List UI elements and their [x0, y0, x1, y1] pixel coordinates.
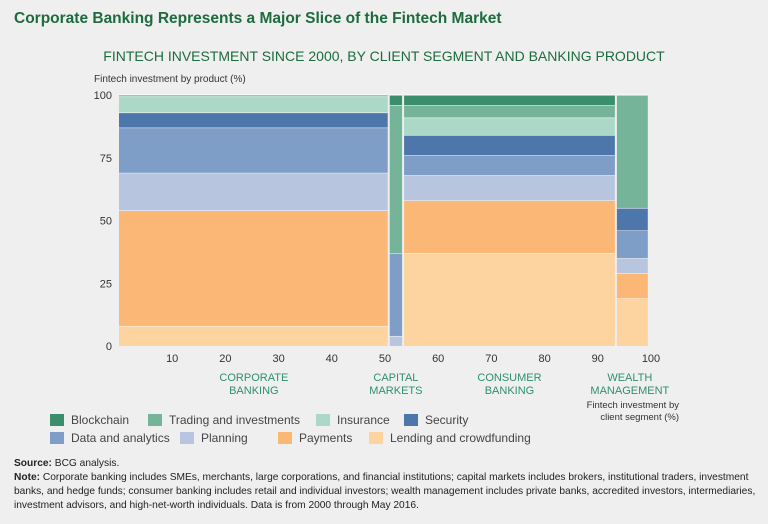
category-label: BANKING — [485, 385, 535, 397]
x-tick-label: 70 — [485, 353, 497, 365]
source-text: BCG analysis. — [51, 458, 120, 469]
x-tick-label: 50 — [379, 353, 391, 365]
segment-payments — [404, 200, 615, 254]
legend-label: Payments — [299, 431, 352, 445]
category-label: CORPORATE — [219, 372, 288, 384]
y-axis-label: Fintech investment by product (%) — [94, 74, 246, 85]
legend-swatch — [180, 432, 194, 444]
y-tick-label: 25 — [100, 278, 112, 290]
segment-lending-and-crowdfunding — [616, 298, 648, 346]
legend-label: Lending and crowdfunding — [390, 431, 531, 445]
category-label: BANKING — [229, 385, 279, 397]
chart-title: FINTECH INVESTMENT SINCE 2000, BY CLIENT… — [103, 48, 665, 64]
segment-trading-and-investments — [119, 96, 388, 98]
y-tick-label: 0 — [106, 341, 112, 353]
page-header: Corporate Banking Represents a Major Sli… — [14, 10, 502, 27]
source-line: Source: BCG analysis. — [14, 457, 756, 471]
segment-payments — [119, 210, 388, 326]
category-label: MANAGEMENT — [590, 385, 669, 397]
legend-swatch — [278, 432, 292, 444]
legend-swatch — [148, 414, 162, 426]
note-label: Note: — [14, 472, 41, 483]
segment-insurance — [404, 117, 615, 136]
x-tick-label: 40 — [326, 353, 338, 365]
segment-trading-and-investments — [616, 95, 648, 208]
x-tick-label: 90 — [592, 353, 604, 365]
x-tick-label: 60 — [432, 353, 444, 365]
source-label: Source: — [14, 458, 52, 469]
x-axis-label-line1: Fintech investment by — [587, 400, 680, 411]
segment-planning — [119, 172, 388, 211]
category-label: CAPITAL — [373, 372, 418, 384]
category-label: CONSUMER — [477, 372, 541, 384]
legend-swatch — [369, 432, 383, 444]
note-line: Note: Corporate banking includes SMEs, m… — [14, 471, 756, 513]
x-tick-label: 20 — [219, 353, 231, 365]
x-axis-label-line2: client segment (%) — [600, 412, 679, 423]
legend-swatch — [50, 414, 64, 426]
legend-label: Data and analytics — [71, 431, 170, 445]
category-label: WEALTH — [607, 372, 652, 384]
note-text: Corporate banking includes SMEs, merchan… — [14, 472, 756, 511]
legend-swatch — [316, 414, 330, 426]
legend-label: Insurance — [337, 413, 390, 427]
x-tick-label: 100 — [642, 353, 660, 365]
segment-security — [119, 112, 388, 128]
segment-data-and-analytics — [389, 253, 403, 336]
legend-swatch — [50, 432, 64, 444]
mekko-chart: FINTECH INVESTMENT SINCE 2000, BY CLIENT… — [50, 48, 680, 445]
footer-notes: Source: BCG analysis. Note: Corporate ba… — [14, 457, 756, 513]
segment-trading-and-investments — [389, 105, 403, 254]
segment-trading-and-investments — [404, 105, 615, 118]
segment-planning — [616, 258, 648, 274]
segment-planning — [404, 175, 615, 201]
y-tick-label: 100 — [94, 90, 112, 102]
segment-lending-and-crowdfunding — [119, 325, 388, 346]
segment-insurance — [119, 97, 388, 113]
legend-label: Security — [425, 413, 468, 427]
segment-payments — [616, 273, 648, 299]
segment-security — [616, 207, 648, 231]
x-tick-label: 80 — [538, 353, 550, 365]
legend-label: Trading and investments — [169, 413, 300, 427]
segment-data-and-analytics — [119, 127, 388, 173]
y-tick-label: 75 — [100, 153, 112, 165]
category-label: MARKETS — [369, 385, 422, 397]
x-tick-label: 30 — [272, 353, 284, 365]
segment-data-and-analytics — [616, 230, 648, 259]
x-tick-label: 10 — [166, 353, 178, 365]
legend-swatch — [404, 414, 418, 426]
segment-lending-and-crowdfunding — [404, 253, 615, 346]
segment-blockchain — [389, 95, 403, 106]
segment-blockchain — [404, 95, 615, 106]
legend-label: Blockchain — [71, 413, 129, 427]
segment-security — [404, 135, 615, 156]
segment-blockchain — [119, 95, 388, 97]
y-tick-label: 50 — [100, 216, 112, 228]
legend-label: Planning — [201, 431, 248, 445]
segment-planning — [389, 335, 403, 346]
segment-data-and-analytics — [404, 155, 615, 176]
